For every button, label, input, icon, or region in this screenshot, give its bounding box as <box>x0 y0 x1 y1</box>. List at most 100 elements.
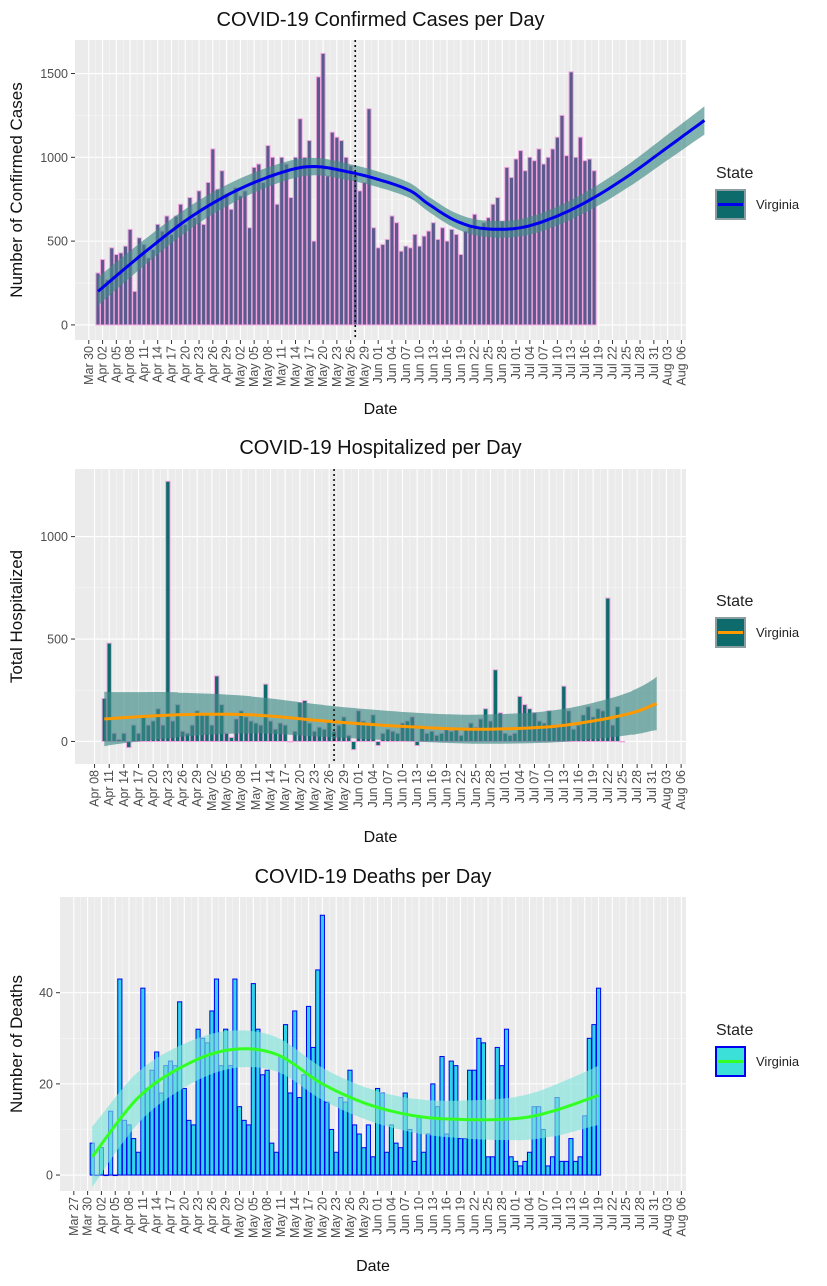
bar <box>568 1138 574 1176</box>
x-tick-label: May 26 <box>322 770 336 811</box>
bar <box>577 136 583 326</box>
y-tick-label: 40 <box>39 986 53 1000</box>
x-axis-title: Date <box>364 401 398 418</box>
bar <box>444 240 450 326</box>
y-axis: 0 20 40 <box>39 986 60 1183</box>
bar <box>495 197 501 326</box>
x-tick-label: Aug 06 <box>674 1197 688 1237</box>
bar <box>393 1142 399 1176</box>
x-axis: Apr 08 Apr 11 Apr 14 Apr 17 Apr 20 Apr 23 Apr … <box>88 764 688 811</box>
bar <box>426 230 432 326</box>
y-tick-label: 1000 <box>40 530 68 544</box>
x-tick-label: Aug 06 <box>674 770 688 810</box>
bar <box>522 1160 528 1176</box>
bar <box>356 1133 362 1176</box>
x-tick-label: Apr 05 <box>108 1197 122 1234</box>
bar <box>371 227 377 326</box>
x-tick-label: Apr 08 <box>88 770 102 807</box>
y-axis: 0 500 1000 1500 <box>40 67 75 332</box>
bar <box>457 1138 464 1176</box>
bar <box>412 233 418 326</box>
bar <box>361 1147 367 1176</box>
x-tick-label: Jun 10 <box>412 1197 426 1235</box>
x-tick-label: Jul 31 <box>647 1197 661 1230</box>
bar <box>227 1065 233 1176</box>
bar <box>306 140 312 326</box>
bar <box>228 208 234 326</box>
x-tick-label: Jun 19 <box>454 346 468 384</box>
x-tick-label: Mar 30 <box>82 346 96 385</box>
x-tick-label: Apr 26 <box>176 770 190 807</box>
bar <box>513 158 519 326</box>
x-tick-label: Jun 01 <box>352 770 366 808</box>
bar <box>388 1124 394 1176</box>
bar <box>329 1128 335 1176</box>
bar <box>213 978 220 1176</box>
bar <box>536 148 542 326</box>
bar <box>572 1160 579 1176</box>
bar <box>545 156 551 326</box>
bar <box>292 156 299 326</box>
bar <box>112 1174 118 1177</box>
x-tick-label: Jun 10 <box>395 770 409 808</box>
x-tick-label: Jul 07 <box>537 346 551 379</box>
bar <box>504 166 510 326</box>
bar <box>435 238 441 326</box>
x-tick-label: Jun 25 <box>481 1197 495 1235</box>
bar <box>449 228 455 326</box>
x-tick-label: Jul 16 <box>578 346 592 379</box>
bars-virginia <box>95 52 597 326</box>
x-tick-label: Jul 31 <box>647 346 661 379</box>
x-tick-label: Jun 01 <box>371 346 385 384</box>
x-tick-label: Mar 27 <box>67 1197 81 1236</box>
bar <box>444 1133 450 1176</box>
bar <box>325 175 331 326</box>
y-tick-label: 20 <box>39 1077 53 1091</box>
bar <box>311 240 317 326</box>
bar <box>526 1151 533 1176</box>
x-tick-label: Apr 11 <box>136 1197 150 1233</box>
x-tick-label: Apr 14 <box>150 1197 164 1234</box>
x-tick-label: Apr 26 <box>205 1197 219 1234</box>
x-tick-label: May 11 <box>275 346 289 386</box>
bar <box>150 248 156 326</box>
x-tick-label: Apr 20 <box>178 346 192 383</box>
x-tick-label: Jul 04 <box>513 770 527 803</box>
bar <box>246 1124 252 1176</box>
bar <box>563 155 570 326</box>
x-tick-label: May 11 <box>249 770 263 810</box>
x-tick-label: Jul 07 <box>536 1197 550 1230</box>
y-tick-label: 0 <box>46 1169 53 1183</box>
legend-title: State <box>716 593 753 610</box>
x-tick-label: May 23 <box>330 346 344 387</box>
x-tick-label: Jul 10 <box>542 770 556 803</box>
x-tick-label: Apr 20 <box>146 770 160 807</box>
x-tick-label: May 14 <box>289 346 303 387</box>
bar <box>559 1160 565 1176</box>
x-tick-label: Jun 04 <box>366 770 380 808</box>
y-tick-label: 0 <box>61 735 68 749</box>
x-tick-label: Jul 22 <box>605 346 619 379</box>
x-tick-label: May 26 <box>344 346 358 387</box>
x-tick-label: Apr 14 <box>117 770 131 807</box>
bar <box>287 1092 293 1176</box>
bar <box>476 227 482 326</box>
bar <box>233 186 239 326</box>
x-tick-label: Apr 02 <box>94 1197 108 1234</box>
y-tick-label: 500 <box>47 235 68 249</box>
bar <box>297 118 303 326</box>
legend-label: Virginia <box>756 1054 800 1069</box>
legend-title: State <box>716 1022 753 1039</box>
x-tick-label: May 29 <box>337 770 351 811</box>
bar <box>549 1156 556 1176</box>
x-tick-label: May 14 <box>264 770 278 811</box>
x-tick-label: May 23 <box>308 770 322 811</box>
x-tick-label: Apr 08 <box>123 346 137 383</box>
x-tick-label: Jun 16 <box>440 346 454 384</box>
bar <box>273 1151 279 1176</box>
bar <box>186 1119 192 1176</box>
y-tick-label: 500 <box>47 633 68 647</box>
bar <box>264 1069 270 1176</box>
y-tick-label: 0 <box>61 318 68 332</box>
